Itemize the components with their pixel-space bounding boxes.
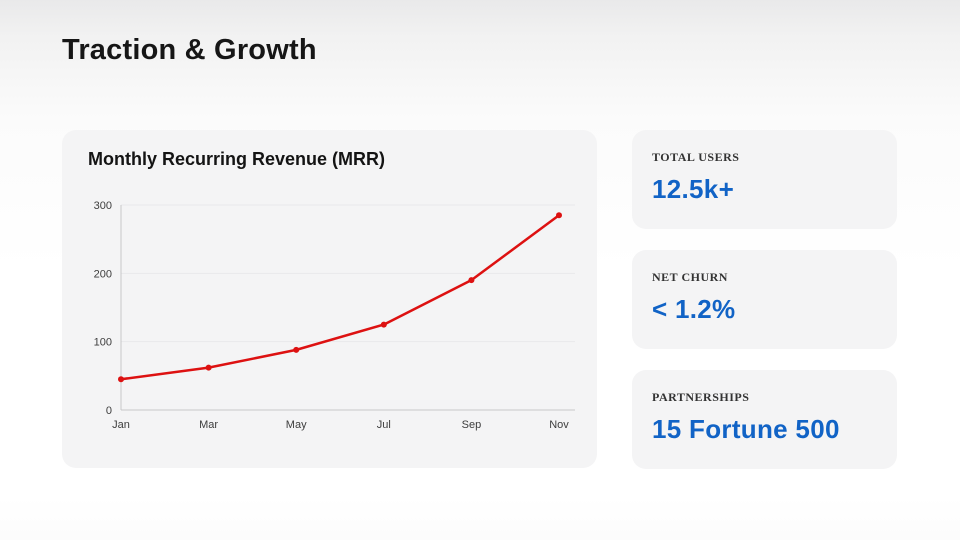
data-point-marker	[468, 277, 475, 284]
mrr-series-line	[119, 214, 561, 381]
stat-value-net-churn: < 1.2%	[652, 294, 736, 324]
data-point-marker	[556, 212, 562, 219]
y-tick-label: 200	[94, 268, 112, 280]
mrr-chart-card: 0 100 200 300 Jan Mar May Jul Sep Nov Monthly Rec…	[62, 130, 597, 468]
data-point-marker	[293, 346, 300, 353]
stat-card-net-churn: NET CHURN < 1.2%	[632, 250, 897, 349]
data-point-marker	[205, 364, 212, 371]
stat-card-partnerships: PARTNERSHIPS 15 Fortune 500	[632, 370, 897, 469]
x-tick-label: Mar	[199, 419, 218, 431]
x-tick-label: May	[286, 419, 307, 431]
stat-value-partnerships: 15 Fortune 500	[652, 414, 840, 444]
x-tick-label: Jul	[377, 419, 391, 431]
stats-column: TOTAL USERS 12.5k+ NET CHURN < 1.2% PART…	[632, 130, 897, 469]
x-tick-label: Jan	[112, 419, 130, 431]
stat-label-total-users: TOTAL USERS	[652, 150, 740, 164]
data-point-marker	[380, 321, 387, 328]
stat-label-net-churn: NET CHURN	[652, 270, 728, 284]
chart-title: Monthly Recurring Revenue (MRR)	[88, 149, 386, 169]
y-tick-label: 100	[94, 337, 112, 349]
x-tick-label: Sep	[462, 419, 482, 431]
y-tick-label: 300	[94, 200, 112, 212]
stat-card-total-users: TOTAL USERS 12.5k+	[632, 130, 897, 229]
y-tick-label: 0	[106, 405, 112, 417]
stat-label-partnerships: PARTNERSHIPS	[652, 390, 750, 404]
x-tick-label: Nov	[549, 419, 569, 431]
data-point-marker	[118, 376, 124, 383]
page-title: Traction & Growth	[62, 34, 317, 66]
stat-value-total-users: 12.5k+	[652, 174, 735, 204]
mrr-line-chart: 0 100 200 300 Jan Mar May Jul Sep Nov	[94, 200, 575, 431]
